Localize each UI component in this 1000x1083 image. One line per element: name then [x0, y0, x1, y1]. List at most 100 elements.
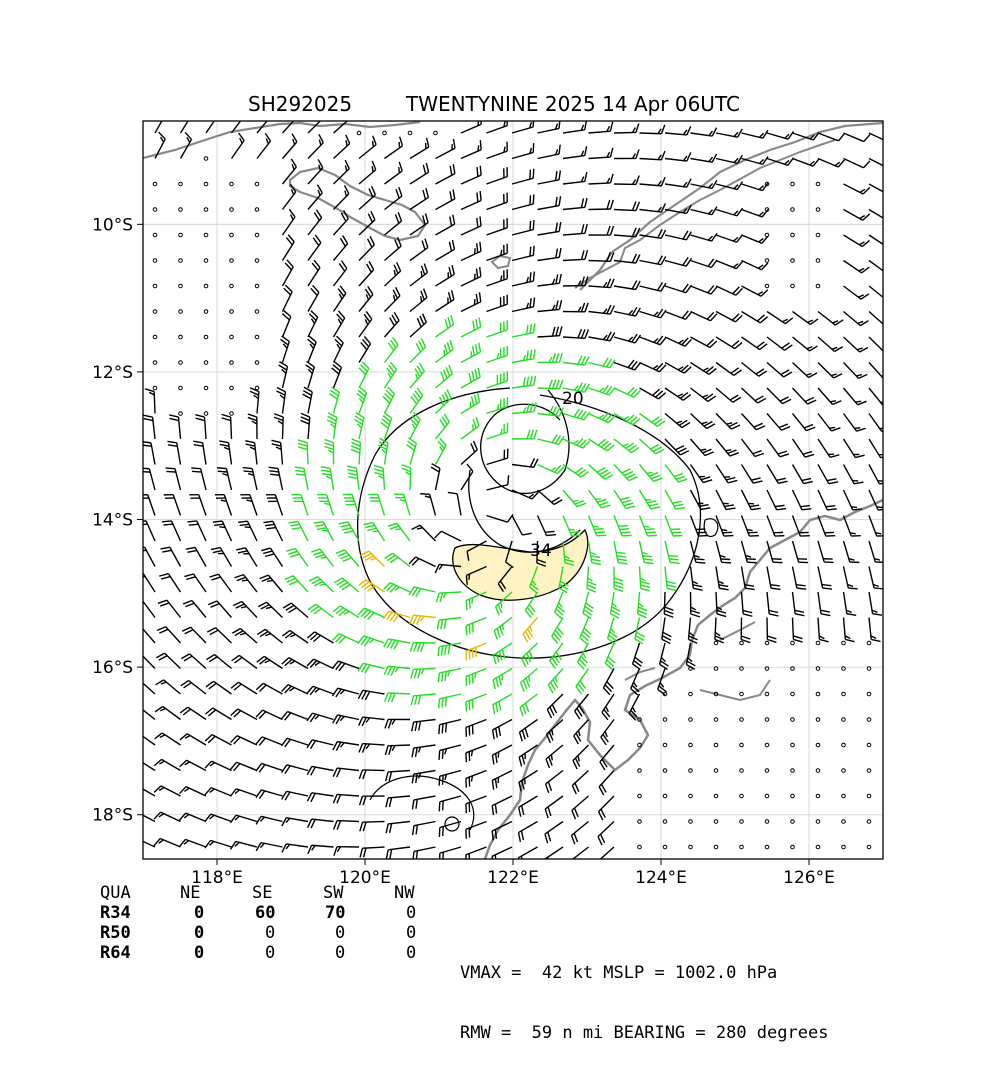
- wind-barb: [767, 414, 790, 431]
- wind-barb: [334, 578, 359, 592]
- wind-barb: [243, 468, 257, 490]
- wind-barb: [793, 312, 819, 325]
- calm-marker: [153, 335, 157, 339]
- wind-barb: [589, 148, 613, 159]
- calm-marker: [689, 820, 693, 824]
- wind-barb: [354, 413, 364, 439]
- wind-barb: [413, 822, 436, 836]
- calm-marker: [765, 743, 769, 747]
- wind-barb: [614, 228, 640, 237]
- calm-marker: [230, 284, 234, 288]
- wind-barb: [605, 643, 615, 670]
- wind-barb: [289, 521, 308, 541]
- wind-barb: [665, 337, 691, 346]
- r50-sw: 0: [335, 923, 345, 943]
- wind-barb: [205, 814, 232, 821]
- wind-barb: [640, 388, 666, 399]
- wind-barb: [691, 154, 717, 162]
- wind-barb: [154, 759, 180, 770]
- wind-barb: [205, 735, 231, 745]
- wind-barb: [410, 188, 428, 209]
- calm-marker: [791, 743, 795, 747]
- wind-barb: [844, 261, 870, 273]
- wind-barb: [742, 592, 753, 616]
- calm-marker: [179, 182, 183, 186]
- wind-barb: [538, 248, 561, 260]
- wind-barb: [410, 615, 436, 624]
- wind-barb: [466, 847, 487, 864]
- wind-barb: [466, 720, 487, 737]
- wind-barb: [589, 122, 613, 133]
- row-label: R34: [100, 903, 131, 923]
- wind-barb: [492, 745, 512, 764]
- wind-barb: [742, 388, 766, 403]
- wind-barb: [308, 159, 323, 184]
- wind-barb: [154, 839, 181, 847]
- wind-barb: [716, 465, 737, 483]
- wind-barb: [640, 490, 661, 509]
- wind-barb: [487, 449, 508, 465]
- wind-barb: [716, 516, 733, 537]
- lon-tick-label: 120°E: [339, 868, 391, 888]
- wind-barb: [281, 336, 290, 363]
- wind-barb: [309, 577, 333, 592]
- wind-barb: [256, 683, 282, 694]
- row-label: R64: [100, 943, 131, 963]
- r34-sw: 70: [325, 903, 345, 923]
- wind-barb: [571, 847, 588, 869]
- wind-barb: [266, 495, 283, 516]
- wind-barb: [614, 254, 640, 263]
- wind-barb: [844, 618, 855, 642]
- calm-marker: [638, 794, 642, 798]
- wind-barb: [614, 387, 640, 397]
- wind-barb: [538, 380, 563, 389]
- lat-tick-label: 12°S: [92, 363, 133, 383]
- wind-barb: [205, 761, 231, 770]
- wind-barb: [818, 439, 839, 457]
- wind-barb: [512, 297, 535, 311]
- wind-barb: [336, 550, 359, 567]
- wind-barb: [691, 337, 717, 348]
- wind-barb: [410, 388, 423, 414]
- wind-barb: [487, 371, 508, 388]
- wind-barb: [538, 490, 563, 505]
- wind-barb: [466, 618, 486, 636]
- wind-barb: [691, 286, 718, 295]
- wind-barb: [161, 547, 181, 566]
- wind-barb: [665, 231, 691, 240]
- wind-barb: [284, 576, 308, 592]
- wind-barb: [640, 567, 650, 591]
- calm-marker: [816, 259, 820, 263]
- wind-barb: [614, 176, 639, 185]
- calm-marker: [791, 641, 795, 645]
- wind-barb: [767, 490, 786, 510]
- wind-barb: [589, 174, 614, 184]
- row-label: R50: [100, 923, 131, 943]
- wind-barb: [240, 495, 257, 516]
- calm-marker: [179, 412, 183, 416]
- lat-tick-label: 14°S: [92, 511, 133, 531]
- calm-marker: [867, 743, 871, 747]
- wind-barb: [512, 430, 537, 439]
- wind-barb: [384, 666, 410, 675]
- calm-marker: [230, 412, 234, 416]
- wind-barb: [205, 708, 231, 719]
- calm-marker: [765, 692, 769, 696]
- wind-barb: [282, 630, 308, 643]
- calm-marker: [791, 718, 795, 722]
- wind-barb: [844, 388, 867, 405]
- wind-barb: [307, 686, 334, 695]
- wind-barb: [691, 567, 703, 591]
- wind-barb: [245, 441, 257, 465]
- wind-barb: [538, 196, 561, 209]
- wind-barb: [276, 388, 285, 414]
- wind-barb: [640, 363, 666, 372]
- wind-barb: [327, 413, 336, 439]
- calm-marker: [740, 692, 744, 696]
- calm-marker: [791, 820, 795, 824]
- wind-barb: [184, 574, 206, 592]
- calm-marker: [816, 820, 820, 824]
- wind-barb: [742, 183, 769, 191]
- wind-barb: [374, 466, 384, 490]
